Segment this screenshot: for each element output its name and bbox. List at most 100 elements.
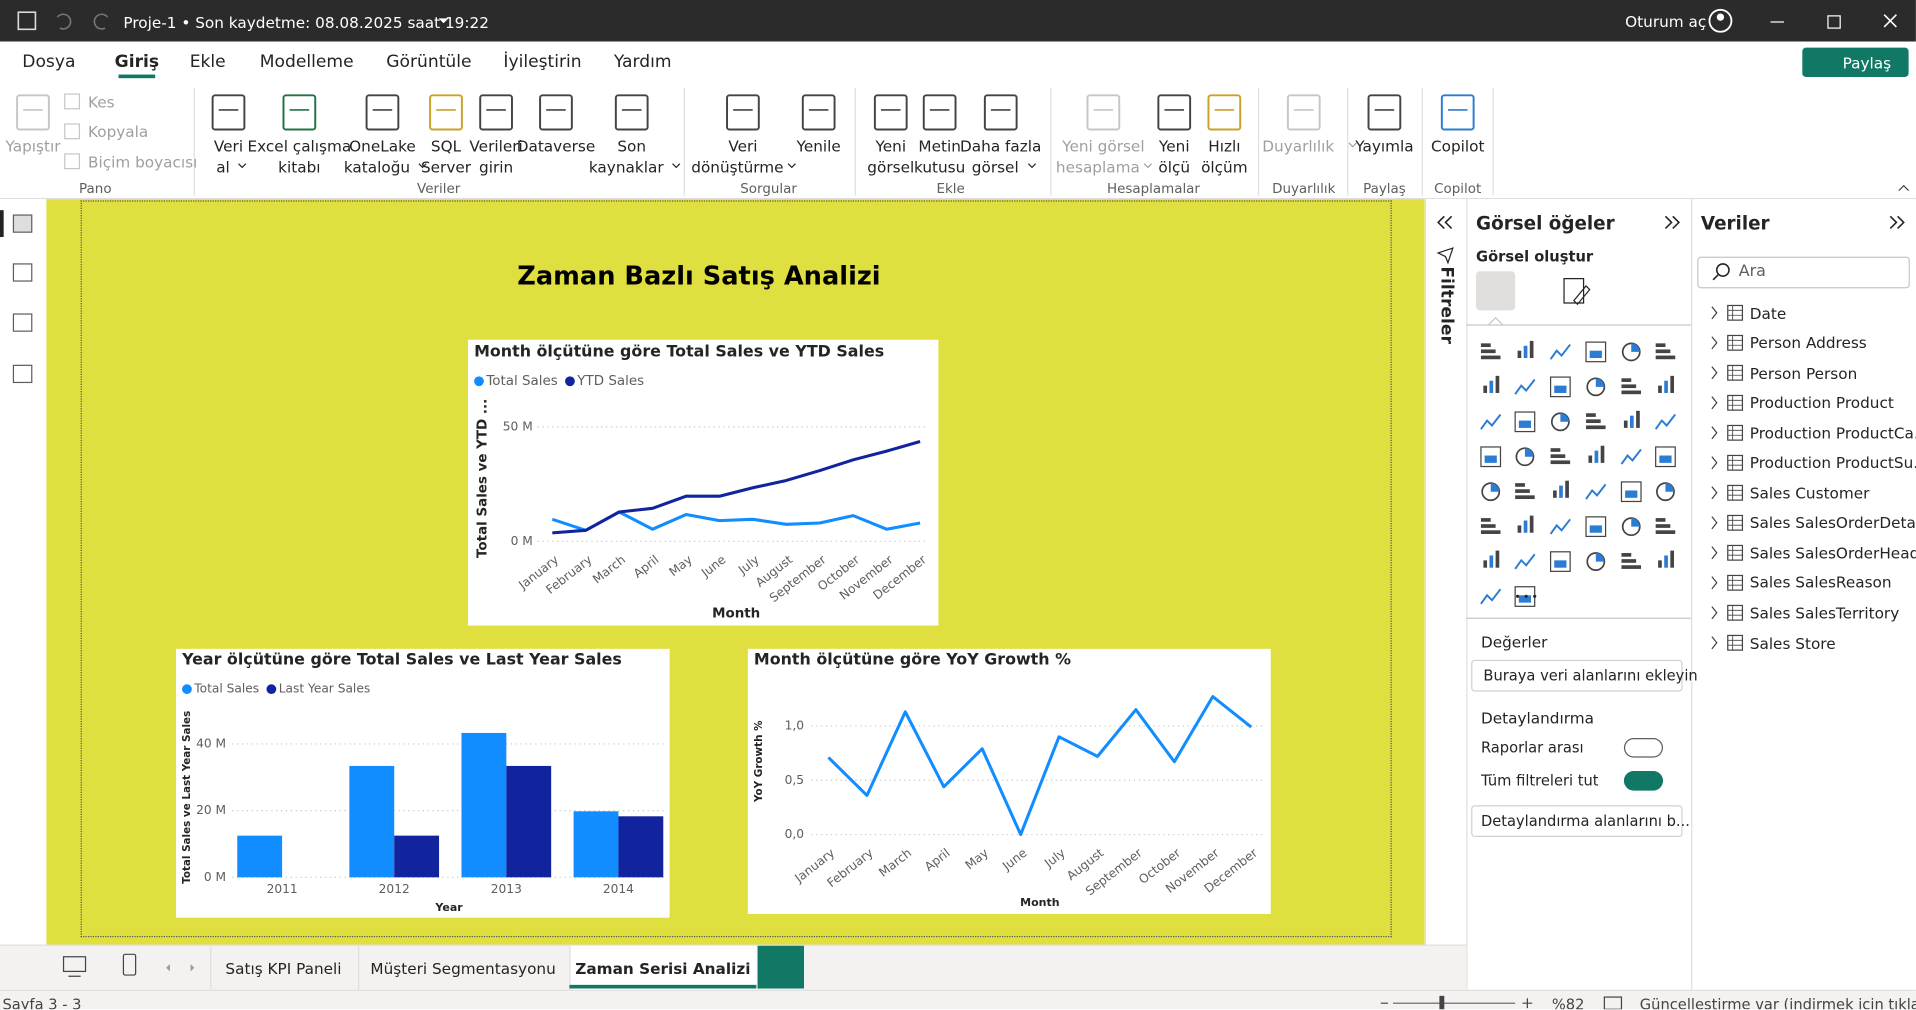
ribbon-button[interactable]: Yayımla — [1355, 136, 1414, 155]
visual-type-icon[interactable] — [1480, 588, 1502, 605]
visual-type-icon[interactable] — [1550, 412, 1570, 432]
table-item[interactable]: Sales SalesOrderHeader — [1749, 543, 1916, 562]
update-notice[interactable]: Güncelleştirme var (indirmek için tıklay… — [1639, 995, 1916, 1010]
ribbon-button[interactable]: ölçüm — [1201, 157, 1248, 176]
table-item[interactable]: Sales Store — [1749, 633, 1836, 652]
share-label[interactable]: Paylaş — [1842, 53, 1892, 72]
toggle[interactable] — [1623, 738, 1664, 758]
ribbon-button[interactable]: dönüştürme — [691, 157, 784, 176]
table-item[interactable]: Production ProductSu... — [1749, 453, 1916, 472]
ribbon-button[interactable]: Metin — [918, 136, 961, 155]
visual-type-icon[interactable] — [1620, 481, 1642, 503]
menu-item[interactable]: Modelleme — [259, 52, 354, 72]
ribbon-button[interactable]: girin — [479, 157, 514, 176]
table-item[interactable]: Sales SalesReason — [1749, 573, 1892, 592]
page-tab[interactable] — [569, 945, 757, 990]
sign-in[interactable]: Oturum aç — [1625, 11, 1707, 30]
ribbon-button[interactable]: Server — [420, 157, 472, 176]
visual-type-icon[interactable] — [1655, 343, 1676, 360]
ribbon-button[interactable]: Daha fazla — [960, 136, 1042, 155]
values-well[interactable] — [1471, 659, 1683, 692]
search-box[interactable] — [1697, 256, 1910, 289]
menu-item[interactable]: Dosya — [22, 52, 76, 72]
visual-type-icon[interactable] — [1515, 447, 1535, 467]
ribbon-button[interactable]: görsel — [867, 157, 915, 176]
visual-type-icon[interactable] — [1480, 518, 1501, 534]
ribbon-button[interactable]: Yeni — [875, 136, 907, 155]
toggle[interactable] — [1623, 771, 1664, 791]
visual-type-icon[interactable] — [1514, 411, 1536, 433]
ribbon-button[interactable]: OneLake — [349, 136, 416, 155]
visual-type-icon[interactable] — [1483, 550, 1500, 568]
visual-type-icon[interactable] — [1654, 413, 1676, 430]
filters-label[interactable]: Filtreler — [1436, 265, 1457, 344]
ribbon-button[interactable]: Son — [617, 136, 647, 155]
ribbon-button[interactable]: kutusu — [913, 157, 966, 176]
visual-type-icon[interactable] — [1586, 377, 1606, 397]
menu-item[interactable]: Giriş — [114, 52, 160, 72]
page-tab-label[interactable]: Zaman Serisi Analizi — [575, 958, 751, 977]
table-item[interactable]: Production ProductCa... — [1749, 423, 1916, 442]
visual-type-icon[interactable] — [1517, 340, 1534, 359]
visual-type-icon[interactable] — [1515, 483, 1535, 500]
menu-item[interactable]: Ekle — [189, 52, 226, 72]
table-item[interactable]: Person Person — [1749, 363, 1858, 382]
visual-type-icon[interactable] — [1480, 413, 1502, 430]
page-tab-label[interactable]: Satış KPI Paneli — [225, 958, 342, 977]
visual-type-icon[interactable] — [1549, 376, 1571, 398]
visual-type-icon[interactable] — [1585, 341, 1607, 363]
visual-type-icon[interactable] — [1586, 552, 1606, 571]
page-tab[interactable] — [210, 945, 357, 990]
visual-type-icon[interactable] — [1621, 553, 1642, 569]
visual-type-icon[interactable] — [1480, 343, 1501, 360]
table-item[interactable]: Production Product — [1749, 393, 1894, 412]
visual-type-icon[interactable] — [1621, 378, 1642, 395]
ribbon-button[interactable]: Veri — [213, 136, 244, 155]
table-item[interactable]: Person Address — [1749, 333, 1867, 352]
drill-well[interactable] — [1471, 805, 1683, 838]
ribbon-button[interactable]: al — [216, 157, 230, 176]
visual-type-icon[interactable] — [1620, 448, 1642, 465]
visual-type-icon[interactable] — [1480, 446, 1502, 468]
ribbon-button[interactable]: Excel çalışma — [247, 136, 352, 155]
visual-type-icon[interactable] — [1655, 446, 1676, 468]
ribbon-button[interactable]: SQL — [430, 136, 462, 155]
visual-type-icon[interactable] — [1585, 516, 1607, 538]
ribbon-button[interactable]: Hızlı — [1208, 136, 1241, 155]
visual-type-icon[interactable] — [1585, 483, 1607, 500]
ribbon-button[interactable]: kaynaklar — [588, 157, 664, 176]
table-item[interactable]: Sales SalesOrderDetail — [1749, 513, 1916, 532]
table-item[interactable]: Sales SalesTerritory — [1749, 603, 1900, 622]
visual-type-icon[interactable] — [1549, 518, 1571, 535]
visual-type-icon[interactable] — [1514, 553, 1536, 570]
ribbon-button[interactable]: Yeni — [1158, 136, 1190, 155]
page-tab[interactable] — [358, 945, 568, 990]
ribbon-button[interactable]: Dataverse — [516, 136, 596, 155]
visual-type-icon[interactable] — [1621, 342, 1641, 362]
ribbon-button[interactable]: Copilot — [1430, 136, 1485, 155]
table-item[interactable]: Date — [1749, 303, 1787, 322]
visual-type-icon[interactable] — [1549, 551, 1571, 572]
ribbon-button[interactable]: Veri — [728, 136, 758, 155]
ribbon-button[interactable]: kitabı — [278, 157, 321, 176]
ribbon-button[interactable]: Yenile — [796, 136, 841, 155]
menu-item[interactable]: Yardım — [613, 52, 672, 72]
visual-type-icon[interactable] — [1621, 517, 1641, 537]
share-button[interactable] — [1802, 47, 1909, 77]
ribbon-button[interactable]: ölçü — [1158, 157, 1191, 176]
visual-type-icon[interactable] — [1550, 448, 1571, 465]
visual-type-icon[interactable] — [1588, 445, 1605, 463]
visual-type-icon[interactable] — [1586, 413, 1606, 430]
visual-type-icon[interactable] — [1549, 343, 1571, 360]
ribbon-button[interactable]: görsel — [971, 157, 1019, 176]
page-tab-label[interactable]: Müşteri Segmentasyonu — [370, 958, 556, 977]
visual-type-icon[interactable] — [1553, 480, 1569, 498]
visual-type-icon[interactable] — [1514, 378, 1536, 395]
visual-type-icon[interactable] — [1481, 482, 1501, 502]
menu-item[interactable]: İyileştirin — [503, 52, 582, 72]
visual-type-icon[interactable] — [1658, 375, 1675, 393]
visual-type-icon[interactable] — [1623, 410, 1640, 428]
ribbon-button[interactable]: kataloğu — [343, 157, 411, 176]
visual-type-icon[interactable] — [1656, 482, 1675, 502]
add-page[interactable] — [757, 945, 805, 989]
